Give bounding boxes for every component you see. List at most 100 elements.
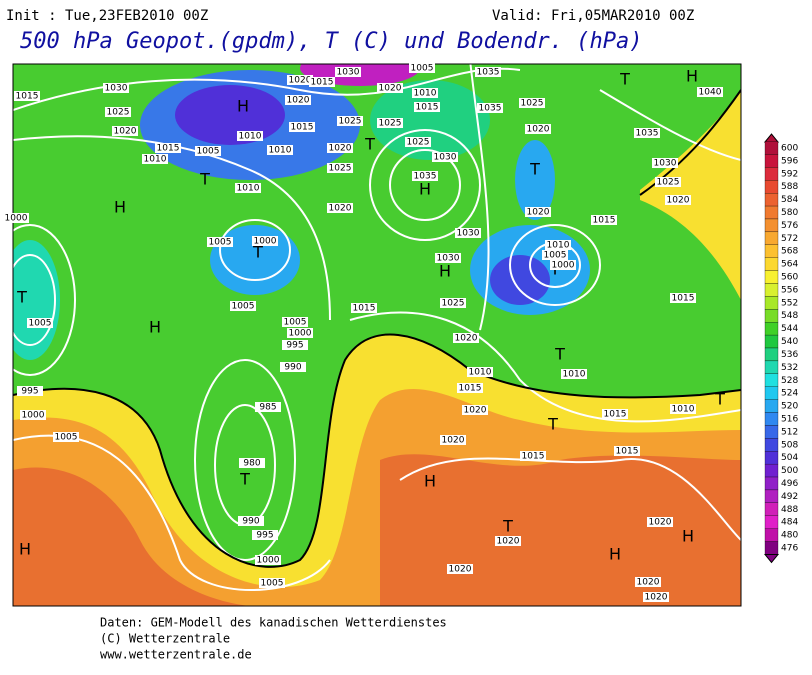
isobar-label-bg xyxy=(377,118,403,128)
isobar-label: 1000 xyxy=(289,329,312,339)
colorbar-label: 592 xyxy=(781,169,798,179)
colorbar-cell xyxy=(764,541,779,555)
isobar-label: 1020 xyxy=(329,204,352,214)
isobar-label-bg xyxy=(267,145,293,155)
pressure-center: H xyxy=(682,527,694,546)
isobar-label: 1035 xyxy=(479,104,502,114)
isobar-label-bg xyxy=(412,171,438,181)
isobar-label-bg xyxy=(255,555,281,565)
colorbar-cell xyxy=(764,502,779,516)
isobar-label: 995 xyxy=(256,531,273,541)
isobar-label: 995 xyxy=(286,341,303,351)
isobar-label-bg xyxy=(602,409,628,419)
isobar-label: 1030 xyxy=(105,84,128,94)
isobar-label-bg xyxy=(652,158,678,168)
colorbar-cell xyxy=(764,180,779,194)
isobar-label: 1005 xyxy=(29,319,52,329)
colorbar-label: 508 xyxy=(781,440,798,450)
isobar-label: 980 xyxy=(243,459,260,469)
isobar-label: 1015 xyxy=(522,452,545,462)
isobar-label-bg xyxy=(255,402,281,412)
colorbar-cell xyxy=(764,528,779,542)
isobar-label-bg xyxy=(207,237,233,247)
colorbar-label: 480 xyxy=(781,531,798,541)
colorbar-label: 572 xyxy=(781,234,798,244)
isobar-label: 1020 xyxy=(442,436,465,446)
colorbar-label: 576 xyxy=(781,221,798,231)
isobar-label-bg xyxy=(3,213,29,223)
isobar-label: 1015 xyxy=(416,103,439,113)
pressure-center: H xyxy=(419,180,431,199)
isobar-label: 1025 xyxy=(379,119,402,129)
isobar-label: 1015 xyxy=(291,123,314,133)
isobar-label-bg xyxy=(447,564,473,574)
isobar-label: 1015 xyxy=(459,384,482,394)
isobar-label: 1020 xyxy=(645,593,668,603)
isobar-label-bg xyxy=(545,240,571,250)
isobar-label-bg xyxy=(20,410,46,420)
colorbar-cell xyxy=(764,167,779,181)
footer-source: Daten: GEM-Modell des kanadischen Wetter… xyxy=(100,616,447,630)
colorbar-cell xyxy=(764,154,779,168)
isobar-label-bg xyxy=(142,154,168,164)
isobar-label-bg xyxy=(412,88,438,98)
colorbar-cell xyxy=(764,334,779,349)
colorbar-label: 492 xyxy=(781,492,798,502)
colorbar-label: 512 xyxy=(781,427,798,437)
colorbar-label: 540 xyxy=(781,337,798,347)
isobar-label-bg xyxy=(309,77,335,87)
isobar-label: 1025 xyxy=(329,164,352,174)
colorbar-cell xyxy=(764,283,779,297)
colorbar-label: 488 xyxy=(781,505,798,515)
isobar-label: 990 xyxy=(284,363,301,373)
isobar-label-bg xyxy=(112,126,138,136)
isobar-label: 1030 xyxy=(437,254,460,264)
isobar-label-bg xyxy=(327,163,353,173)
isobar-label: 1020 xyxy=(527,208,550,218)
isobar-label-bg xyxy=(238,516,264,526)
pressure-center: H xyxy=(114,198,126,217)
isobar-label-bg xyxy=(440,298,466,308)
pressure-center: T xyxy=(252,243,263,262)
isobar-label: 1005 xyxy=(232,302,255,312)
isobar-label: 1020 xyxy=(497,537,520,547)
colorbar-label: 476 xyxy=(781,544,798,554)
isobar-label: 1010 xyxy=(563,370,586,380)
isobar-label-bg xyxy=(280,362,306,372)
isobar-label-bg xyxy=(27,318,53,328)
isobar-label: 1010 xyxy=(469,368,492,378)
pressure-center: T xyxy=(364,135,375,154)
isobar-label-bg xyxy=(697,87,723,97)
isobar-label: 1000 xyxy=(552,261,575,271)
colorbar-cell xyxy=(764,309,779,323)
isobar-label-bg xyxy=(477,103,503,113)
colorbar-label: 536 xyxy=(781,350,798,360)
isobar-label-bg xyxy=(432,152,458,162)
isobar-label-bg xyxy=(542,250,568,260)
isobar-label-bg xyxy=(670,404,696,414)
colorbar-cell xyxy=(764,322,779,336)
isobar-label: 1015 xyxy=(604,410,627,420)
isobar-label: 1025 xyxy=(521,99,544,109)
colorbar-label: 500 xyxy=(781,466,798,476)
colorbar-cell xyxy=(764,425,779,439)
colorbar-label: 504 xyxy=(781,453,798,463)
isobar-label: 1005 xyxy=(197,147,220,157)
pressure-center: H xyxy=(609,545,621,564)
colorbar-cell xyxy=(764,244,779,258)
isobar-label: 1015 xyxy=(353,304,376,314)
isobar-label: 1030 xyxy=(654,159,677,169)
colorbar-cell xyxy=(764,141,779,155)
pressure-center: H xyxy=(686,67,698,86)
isobar-label: 1030 xyxy=(337,68,360,78)
isobar-label-bg xyxy=(475,67,501,77)
colorbar-cell xyxy=(764,218,779,233)
colorbar-cell xyxy=(764,451,779,465)
isobar-label-bg xyxy=(105,107,131,117)
isobar-label: 1000 xyxy=(22,411,45,421)
isobar-label-bg xyxy=(287,75,313,85)
colorbar-label: 516 xyxy=(781,414,798,424)
colorbar-cell xyxy=(764,412,779,426)
isobar-label: 1020 xyxy=(464,406,487,416)
